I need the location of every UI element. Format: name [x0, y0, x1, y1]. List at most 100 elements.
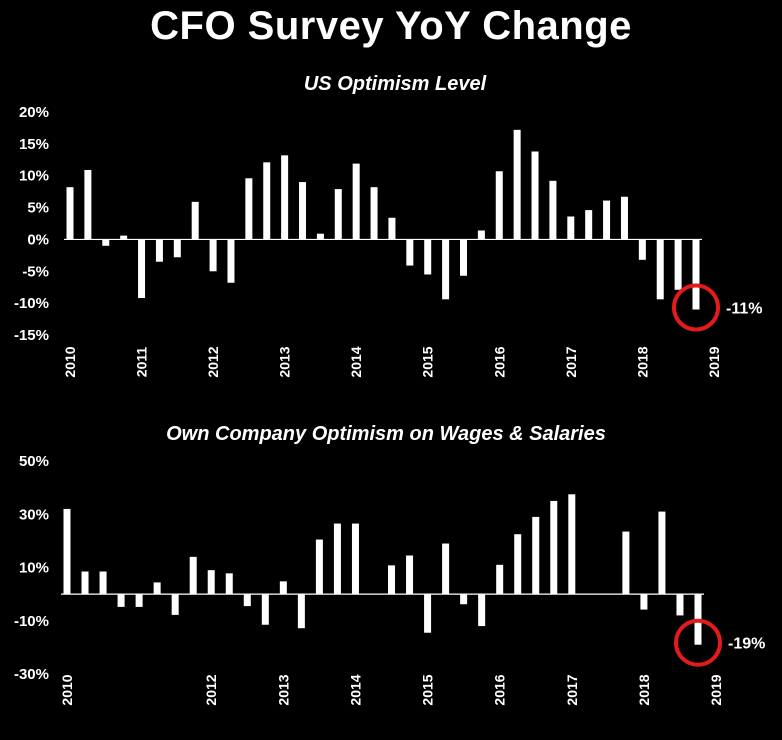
- bar: [550, 500, 558, 595]
- bar: [207, 570, 215, 595]
- bar: [388, 565, 396, 595]
- x-tick-label: 2010: [59, 674, 75, 705]
- y-tick-label: 30%: [19, 506, 49, 523]
- bar: [315, 539, 323, 595]
- bar: [658, 511, 666, 595]
- x-tick-label: 2019: [708, 674, 724, 705]
- bar: [173, 239, 181, 258]
- bar: [102, 239, 110, 246]
- bar: [622, 531, 630, 595]
- bar: [117, 594, 125, 607]
- bar: [692, 239, 700, 310]
- x-tick-label: 2014: [348, 346, 364, 377]
- x-tick-label: 2012: [203, 674, 219, 705]
- bar: [352, 163, 360, 240]
- bar: [388, 217, 396, 240]
- x-tick-label: 2015: [420, 674, 436, 705]
- bar: [459, 239, 467, 276]
- bar: [640, 594, 648, 610]
- bar: [120, 235, 128, 240]
- bar: [620, 196, 628, 240]
- bar: [495, 171, 503, 240]
- x-tick-label: 2010: [62, 346, 78, 377]
- bar: [81, 571, 89, 595]
- panel-title: US Optimism Level: [304, 73, 487, 95]
- bar: [477, 230, 485, 240]
- bar: [513, 129, 521, 240]
- y-tick-label: 20%: [19, 104, 49, 121]
- bar: [549, 180, 557, 240]
- chart-main-title: CFO Survey YoY Change: [150, 4, 632, 48]
- bar: [442, 239, 450, 300]
- x-tick-label: 2012: [205, 346, 221, 377]
- x-tick-label: 2017: [563, 346, 579, 377]
- bar: [424, 594, 432, 633]
- highlight-data-label: -11%: [726, 301, 762, 318]
- bar: [297, 594, 305, 629]
- bar: [135, 594, 143, 607]
- bar: [281, 155, 289, 240]
- y-tick-label: 5%: [27, 200, 49, 217]
- bar: [243, 594, 251, 607]
- bar: [638, 239, 646, 260]
- y-tick-label: -10%: [14, 295, 49, 312]
- bar: [478, 594, 486, 627]
- bar: [245, 178, 253, 240]
- bar: [568, 494, 576, 595]
- chart-panel-us-optimism: US Optimism Level 20% 15% 10% 5% 0% -5% -10% -15…: [14, 73, 763, 378]
- bar: [99, 571, 107, 595]
- chart-panel-wages-salaries: Own Company Optimism on Wages & Salaries…: [14, 423, 765, 706]
- bar: [227, 239, 235, 283]
- bar: [406, 555, 414, 595]
- y-tick-label: 0%: [27, 231, 49, 248]
- y-tick-label: -10%: [14, 613, 49, 630]
- bar: [334, 189, 342, 240]
- bar: [674, 239, 682, 290]
- bar: [84, 169, 92, 240]
- bar: [531, 151, 539, 240]
- y-tick-label: -30%: [14, 666, 49, 683]
- bar: [153, 582, 161, 595]
- bar: [656, 239, 664, 300]
- highlight-circle: [674, 618, 722, 667]
- y-tick-label: 10%: [19, 168, 49, 185]
- x-tick-label: 2019: [706, 346, 722, 377]
- bar: [496, 564, 504, 595]
- y-tick-label: -15%: [14, 327, 49, 344]
- y-tick-label: 50%: [19, 453, 49, 470]
- y-tick-label: -5%: [22, 263, 49, 280]
- x-tick-label: 2011: [134, 347, 150, 378]
- bar: [209, 239, 217, 272]
- highlight-circle: [672, 283, 720, 332]
- panel-title: Own Company Optimism on Wages & Salaries: [166, 423, 606, 445]
- bar: [333, 523, 341, 595]
- x-tick-label: 2013: [277, 346, 293, 377]
- bar: [603, 200, 611, 240]
- bar: [424, 239, 432, 275]
- highlight-data-label: -19%: [728, 636, 765, 653]
- bar: [532, 516, 540, 595]
- bar: [370, 187, 378, 240]
- bar: [676, 594, 684, 616]
- bar: [261, 594, 269, 625]
- bar: [138, 239, 146, 299]
- bar: [442, 543, 450, 595]
- bar: [299, 182, 307, 240]
- x-tick-label: 2013: [275, 674, 291, 705]
- x-tick-label: 2016: [491, 346, 507, 377]
- x-tick-label: 2016: [492, 674, 508, 705]
- bar: [225, 573, 233, 595]
- bar: [460, 594, 468, 605]
- y-tick-label: 15%: [19, 136, 49, 153]
- bar: [189, 556, 197, 595]
- bar: [279, 581, 287, 595]
- bar: [585, 210, 593, 240]
- bar: [351, 523, 359, 595]
- bar: [263, 162, 271, 240]
- x-tick-label: 2018: [634, 346, 650, 377]
- y-tick-label: 10%: [19, 560, 49, 577]
- x-tick-label: 2017: [564, 674, 580, 705]
- bar: [514, 534, 522, 595]
- x-tick-label: 2015: [420, 346, 436, 377]
